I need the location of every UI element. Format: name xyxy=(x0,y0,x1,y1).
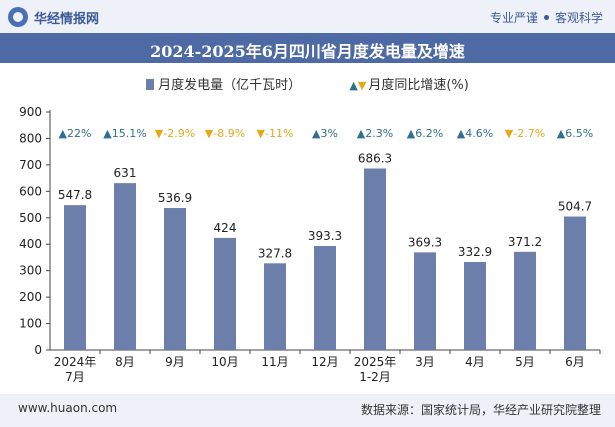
growth-rate-label: ▼-2.7% xyxy=(505,127,545,140)
legend-down-triangle-icon: ▼ xyxy=(357,79,367,92)
bar xyxy=(364,168,386,350)
bar xyxy=(464,261,486,350)
bar xyxy=(114,183,136,350)
footer-bar xyxy=(0,394,615,427)
bar xyxy=(314,245,336,350)
x-category-label: 8月 xyxy=(115,355,135,369)
bar xyxy=(214,237,236,350)
x-category-label: 4月 xyxy=(465,355,485,369)
x-category-label: 11月 xyxy=(261,355,288,369)
bar xyxy=(564,216,586,350)
x-category-label: 2025年 1-2月 xyxy=(354,355,397,384)
bar-value-label: 686.3 xyxy=(358,152,392,166)
separator-dot-icon xyxy=(543,15,549,20)
x-category-label: 5月 xyxy=(515,355,535,369)
legend-bar-label: 月度发电量（亿千瓦时） xyxy=(158,78,302,93)
bar-value-label: 369.3 xyxy=(408,235,442,249)
y-tick-label: 800 xyxy=(19,131,42,145)
bar-chart: 0 100 200 300 400 500 600 700 800 900 547.8 ▲22% 202… xyxy=(19,105,601,384)
legend-bar-swatch-icon xyxy=(146,79,155,90)
data-source: 数据来源：国家统计局，华经产业研究院整理 xyxy=(360,403,601,417)
x-category-label: 6月 xyxy=(565,355,585,369)
top-banner xyxy=(0,0,615,33)
bar-value-label: 371.2 xyxy=(508,235,542,249)
growth-rate-label: ▼-8.9% xyxy=(205,127,245,140)
bar xyxy=(414,252,436,350)
growth-rate-label: ▲22% xyxy=(59,127,92,140)
x-category-label: 2024年 7月 xyxy=(54,355,97,384)
chart-legend: 月度发电量（亿千瓦时） ▲▼ 月度同比增速(%) xyxy=(0,74,615,93)
bar-value-label: 547.8 xyxy=(58,188,92,202)
y-tick-label: 300 xyxy=(19,264,42,278)
bar xyxy=(164,208,186,350)
bar xyxy=(64,205,86,350)
bar xyxy=(514,251,536,350)
x-category-label: 10月 xyxy=(211,355,238,369)
x-category-label: 9月 xyxy=(165,355,185,369)
bar-value-label: 424 xyxy=(214,221,237,235)
tagline-right: 客观科学 xyxy=(554,11,603,25)
bar-value-label: 327.8 xyxy=(258,246,292,260)
bar-value-label: 536.9 xyxy=(158,191,192,205)
y-tick-label: 400 xyxy=(19,237,42,251)
bar-value-label: 504.7 xyxy=(558,200,592,214)
y-tick-label: 100 xyxy=(19,317,42,331)
x-category-label: 12月 xyxy=(311,355,338,369)
growth-rate-label: ▲6.2% xyxy=(407,127,443,140)
legend-growth-label: 月度同比增速(%) xyxy=(368,78,469,93)
growth-rate-label: ▲4.6% xyxy=(457,127,493,140)
chart-title: 2024-2025年6月四川省月度发电量及增速 xyxy=(150,42,465,61)
legend-up-triangle-icon: ▲ xyxy=(349,79,358,92)
bar-value-label: 631 xyxy=(114,166,137,180)
y-tick-label: 700 xyxy=(19,158,42,172)
y-tick-label: 600 xyxy=(19,184,42,198)
growth-rate-label: ▲15.1% xyxy=(103,127,146,140)
y-tick-label: 500 xyxy=(19,211,42,225)
bar xyxy=(264,263,286,350)
tagline-left: 专业严谨 xyxy=(489,11,538,25)
y-tick-label: 0 xyxy=(34,343,42,357)
x-category-label: 3月 xyxy=(415,355,435,369)
brand-name: 华经情报网 xyxy=(34,12,100,27)
growth-rate-label: ▼-2.9% xyxy=(155,127,195,140)
site-url: www.huaon.com xyxy=(18,401,118,415)
growth-rate-label: ▲6.5% xyxy=(557,127,593,140)
growth-rate-label: ▲3% xyxy=(312,127,338,140)
bar-value-label: 332.9 xyxy=(458,245,492,259)
y-tick-label: 900 xyxy=(19,105,42,119)
brand-logo-icon xyxy=(8,7,28,27)
tagline: 专业严谨 客观科学 xyxy=(490,9,603,26)
growth-rate-label: ▼-11% xyxy=(257,127,294,140)
growth-rate-label: ▲2.3% xyxy=(357,127,393,140)
y-tick-label: 200 xyxy=(19,290,42,304)
bar-value-label: 393.3 xyxy=(308,229,342,243)
title-bar xyxy=(0,33,615,63)
